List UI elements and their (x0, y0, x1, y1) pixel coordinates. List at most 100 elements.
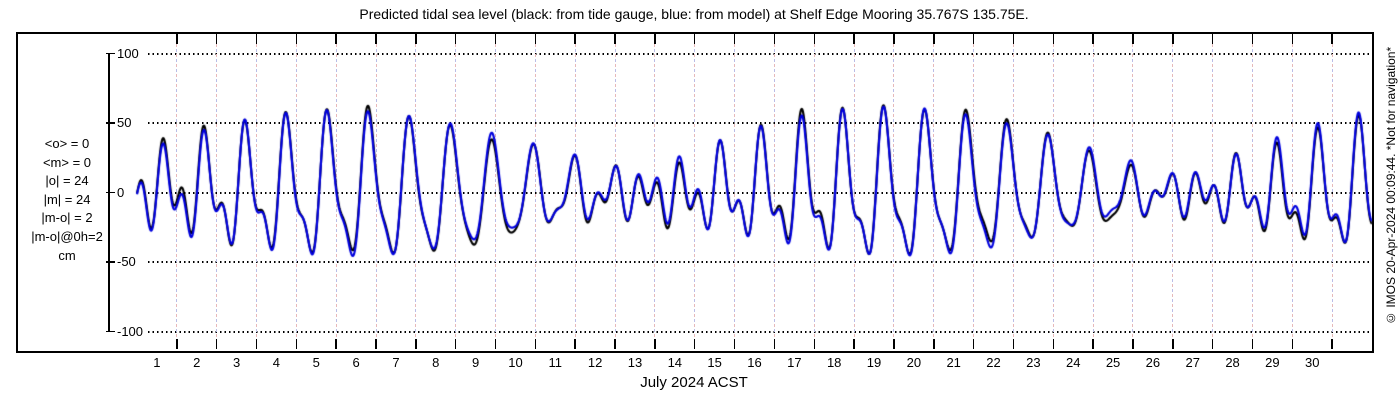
x-tick-label: 20 (906, 355, 922, 370)
day-tick-top (1211, 34, 1214, 44)
x-tick-label: 11 (548, 355, 563, 370)
day-gridline (614, 34, 616, 349)
x-tick-label: 12 (587, 355, 603, 370)
day-gridline (216, 34, 218, 349)
day-tick-top (1291, 34, 1294, 44)
y-tick-label: 100 (117, 45, 139, 61)
x-tick-label: 10 (508, 355, 523, 370)
day-gridline (773, 34, 775, 349)
h-gridline (148, 330, 1372, 333)
day-tick-bottom (215, 339, 218, 349)
day-gridline (973, 34, 975, 349)
day-tick-top (1132, 34, 1134, 44)
day-tick-bottom (494, 339, 497, 349)
day-tick-bottom (654, 339, 656, 349)
day-tick-bottom (176, 339, 178, 349)
day-tick-top (335, 34, 337, 44)
day-tick-bottom (1012, 339, 1015, 349)
day-tick-top (853, 34, 855, 44)
imos-watermark: © IMOS 20-Apr-2024 00:09:44. *Not for na… (1384, 46, 1398, 326)
day-gridline (455, 34, 457, 349)
y-tick-label: 0 (117, 184, 125, 200)
day-gridline (694, 34, 696, 349)
day-tick-top (1052, 34, 1055, 44)
day-tick-bottom (255, 339, 258, 349)
stats-line: |o| = 24 (45, 173, 89, 189)
x-tick-label: 25 (1105, 355, 1121, 370)
day-tick-bottom (1092, 339, 1094, 349)
day-tick-top (1092, 34, 1094, 44)
day-tick-bottom (1172, 339, 1174, 349)
x-tick-label: 17 (787, 355, 802, 370)
day-tick-top (574, 34, 576, 44)
day-gridline (1012, 34, 1014, 349)
day-gridline (1212, 34, 1214, 349)
h-gridline (148, 261, 1372, 263)
x-tick-label: 8 (432, 355, 440, 370)
day-tick-bottom (614, 339, 616, 349)
x-tick-label: 15 (707, 355, 722, 370)
day-tick-bottom (335, 339, 337, 349)
day-tick-bottom (1052, 339, 1055, 349)
x-tick-label: 2 (193, 355, 201, 370)
day-tick-bottom (773, 339, 776, 349)
x-tick-label: 28 (1225, 355, 1240, 370)
day-gridline (1052, 34, 1054, 349)
day-tick-bottom (534, 339, 537, 349)
day-tick-top (693, 34, 696, 44)
day-gridline (375, 34, 377, 349)
x-tick-label: 7 (392, 355, 400, 370)
day-gridline (1092, 34, 1094, 349)
h-gridline (148, 52, 1372, 55)
day-tick-bottom (1211, 339, 1214, 349)
chart-title: Predicted tidal sea level (black: from t… (359, 6, 1029, 22)
day-tick-bottom (295, 339, 298, 349)
day-tick-top (454, 34, 457, 44)
x-tick-label: 13 (627, 355, 643, 370)
day-gridline (176, 34, 178, 349)
day-tick-bottom (813, 339, 815, 349)
day-tick-bottom (733, 339, 736, 349)
day-tick-bottom (1291, 339, 1294, 349)
day-tick-top (1331, 34, 1333, 44)
x-tick-label: 23 (1026, 355, 1041, 370)
stats-line: |m-o|@0h=2 (31, 228, 103, 244)
day-tick-bottom (972, 339, 975, 349)
day-gridline (813, 34, 815, 349)
day-gridline (415, 34, 417, 349)
y-tick-label: 50 (117, 115, 132, 130)
day-tick-top (933, 34, 935, 44)
x-tick-label: 24 (1065, 355, 1081, 370)
day-tick-bottom (415, 339, 417, 349)
day-gridline (256, 34, 258, 349)
day-tick-top (1172, 34, 1174, 44)
day-gridline (295, 34, 297, 349)
x-tick-label: 16 (747, 355, 762, 370)
y-axis-line (108, 53, 110, 332)
x-tick-label: 4 (272, 355, 281, 370)
h-gridline (148, 122, 1372, 124)
stats-line: <m> = 0 (42, 154, 92, 170)
day-gridline (654, 34, 656, 349)
h-gridline (148, 191, 1372, 194)
stats-line: <o> = 0 (44, 136, 90, 151)
day-gridline (1251, 34, 1253, 349)
y-tick-label: -50 (117, 254, 136, 269)
day-gridline (1331, 34, 1333, 349)
day-gridline (1172, 34, 1174, 349)
stats-line: |m| = 24 (43, 191, 91, 207)
day-tick-top (215, 34, 218, 44)
day-tick-top (255, 34, 258, 44)
day-gridline (853, 34, 855, 349)
x-tick-label: 14 (667, 355, 683, 370)
x-tick-label: 22 (986, 355, 1001, 370)
day-tick-top (494, 34, 497, 44)
day-tick-bottom (375, 339, 377, 349)
day-gridline (335, 34, 337, 349)
day-tick-bottom (853, 339, 855, 349)
x-axis-title: July 2024 ACST (640, 374, 748, 391)
x-tick-label: 27 (1185, 355, 1200, 370)
day-tick-top (295, 34, 298, 44)
day-tick-bottom (1132, 339, 1134, 349)
